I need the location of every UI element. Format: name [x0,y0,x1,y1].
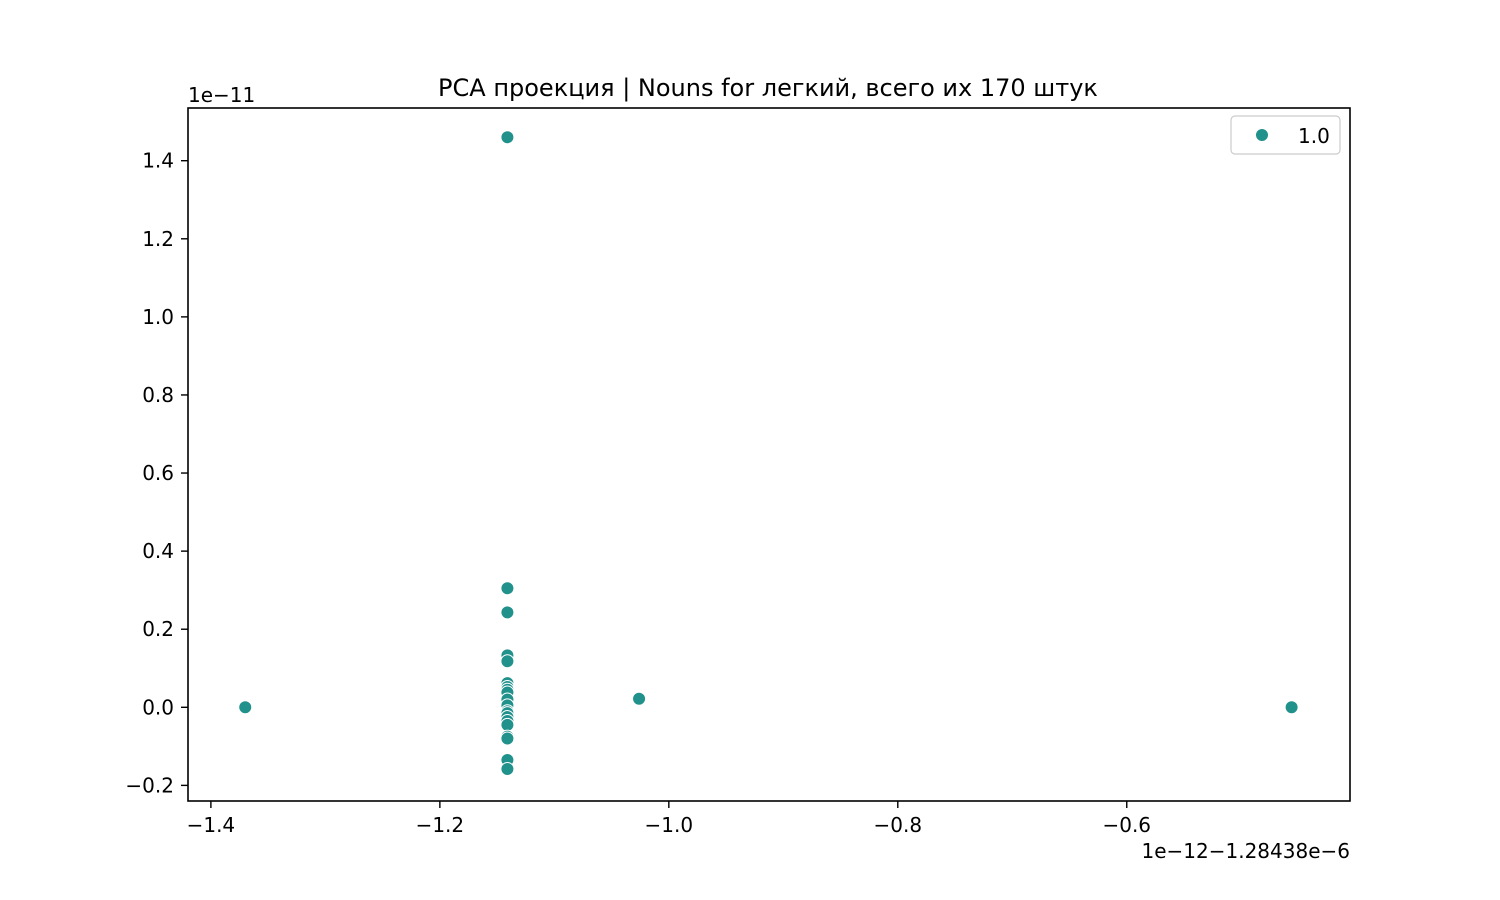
y-tick-label: 1.0 [142,305,174,329]
y-tick-label: 1.4 [142,149,174,173]
data-point [1284,700,1299,715]
y-tick-label: 0.6 [142,461,174,485]
data-point [238,700,253,715]
legend-box [1230,115,1341,155]
legend-label: 1.0 [1298,124,1330,148]
chart-title: PCA проекция | Nouns for легкий, всего и… [438,74,1098,102]
y-tick-label: 0.2 [142,617,174,641]
data-point [500,731,515,746]
data-point [500,605,515,620]
x-tick-label: −0.8 [874,813,923,837]
data-point [632,691,647,706]
x-tick-label: −1.2 [416,813,465,837]
x-tick-label: −1.0 [645,813,694,837]
y-tick-label: 0.4 [142,539,174,563]
x-axis: −1.4 −1.2 −1.0 −0.8 −0.6 [187,801,1151,837]
x-axis-offset-label: 1e−12−1.28438e−6 [1142,839,1351,863]
legend: 1.0 [1230,115,1341,155]
data-point [500,581,515,596]
y-axis: −0.2 0.0 0.2 0.4 0.6 0.8 1.0 1.2 1.4 [125,149,188,797]
y-tick-label: 0.8 [142,383,174,407]
x-tick-label: −1.4 [187,813,236,837]
data-point [500,654,515,669]
y-tick-label: −0.2 [125,773,174,797]
plot-frame [187,107,1351,802]
y-tick-label: 0.0 [142,695,174,719]
x-tick-label: −0.6 [1102,813,1151,837]
scatter-points [238,130,1299,776]
data-point [500,130,515,145]
y-tick-label: 1.2 [142,227,174,251]
data-point [500,717,515,732]
y-axis-offset-label: 1e−11 [188,83,255,107]
data-point [500,761,515,776]
legend-marker [1255,128,1269,142]
